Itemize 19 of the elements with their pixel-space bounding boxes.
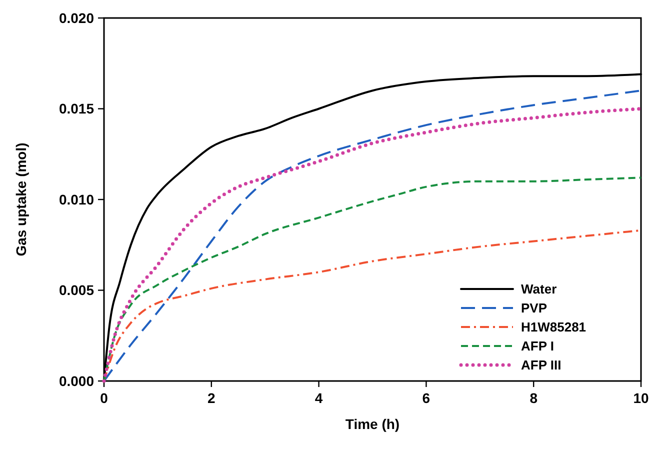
x-tick-label: 8 (530, 390, 538, 406)
legend-label: AFP I (521, 338, 554, 354)
y-tick-label: 0.015 (58, 100, 94, 117)
x-tick-label: 10 (633, 390, 649, 406)
line-series (103, 176, 642, 382)
y-tick-label: 0.005 (58, 282, 94, 298)
y-tick-label: 0.020 (58, 10, 94, 26)
legend-label: H1W85281 (521, 320, 586, 335)
x-tick-label: 4 (314, 390, 323, 406)
y-tick-label: 0.010 (58, 191, 94, 208)
x-axis-title: Time (h) (345, 416, 400, 432)
legend-label: PVP (521, 300, 548, 316)
legend-label: Water (521, 282, 557, 297)
x-tick-label: 6 (422, 390, 430, 406)
y-tick-label: 0.000 (58, 372, 94, 389)
x-tick-label: 0 (100, 390, 108, 406)
x-tick-label: 2 (208, 390, 216, 406)
legend-label: AFP III (521, 358, 562, 373)
y-axis-title: Gas uptake (mol) (13, 142, 29, 256)
